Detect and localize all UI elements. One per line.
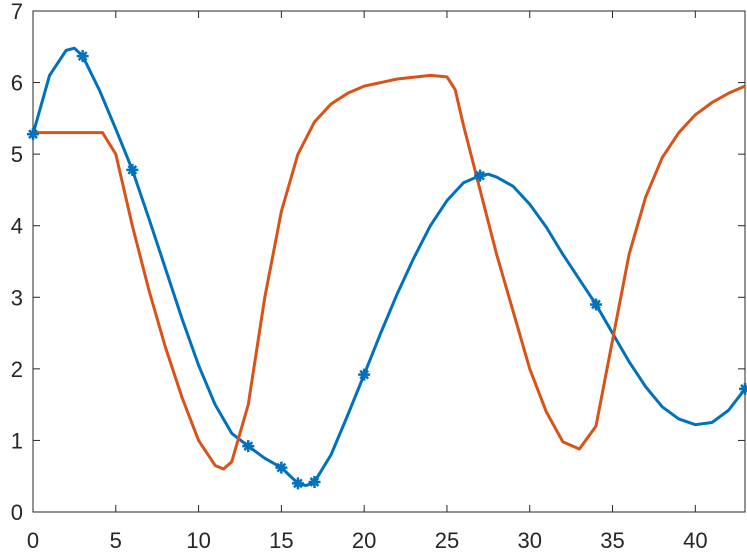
x-tick-label: 30 xyxy=(518,528,542,553)
x-tick-label: 35 xyxy=(600,528,624,553)
axes-box xyxy=(32,10,746,513)
line xyxy=(33,73,746,471)
marker xyxy=(76,50,89,63)
y-tick-label: 6 xyxy=(11,71,23,96)
marker xyxy=(126,163,139,176)
marker xyxy=(358,368,371,381)
x-tick-label: 5 xyxy=(110,528,122,553)
marker xyxy=(242,440,255,453)
y-tick-label: 5 xyxy=(11,142,23,167)
y-tick-label: 0 xyxy=(11,500,23,525)
marker xyxy=(308,475,321,488)
y-tick-label: 4 xyxy=(11,214,23,239)
x-tick-label: 10 xyxy=(186,528,210,553)
y-tick-label: 7 xyxy=(11,0,23,24)
x-tick-label: 40 xyxy=(683,528,707,553)
y-tick-label: 3 xyxy=(11,285,23,310)
x-tick-label: 0 xyxy=(27,528,39,553)
marker xyxy=(589,298,602,311)
marker xyxy=(291,477,304,490)
y-tick-label: 1 xyxy=(11,428,23,453)
marker xyxy=(27,128,39,141)
marker xyxy=(275,461,288,474)
x-tick-label: 15 xyxy=(269,528,293,553)
marker xyxy=(474,169,487,182)
line xyxy=(31,46,747,488)
y-tick-label: 2 xyxy=(11,357,23,382)
x-tick-label: 20 xyxy=(352,528,376,553)
marker xyxy=(739,382,747,395)
x-tick-label: 25 xyxy=(435,528,459,553)
